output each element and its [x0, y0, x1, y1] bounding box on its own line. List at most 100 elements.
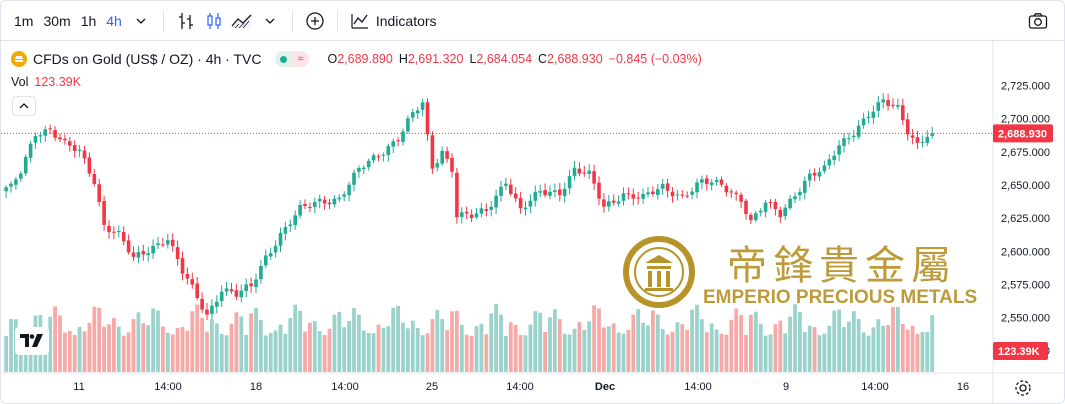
volume-bar [244, 334, 249, 372]
candle-body [342, 194, 346, 197]
volume-bar [660, 329, 665, 372]
market-status[interactable]: ≈ [275, 51, 310, 67]
volume-bar [9, 319, 13, 372]
volume-bar [131, 319, 136, 372]
candle-body [538, 191, 542, 193]
volume-bar [626, 329, 631, 372]
bar-chart-type-icon[interactable] [172, 7, 200, 35]
compare-add-icon[interactable] [301, 7, 329, 35]
candle-body [915, 137, 920, 143]
toolbar-divider [336, 9, 338, 32]
gold-symbol-icon [11, 51, 27, 67]
candle-body [391, 141, 395, 147]
volume-bar [401, 322, 405, 372]
volume-bar [224, 335, 229, 372]
candle-body [386, 146, 391, 156]
volume-bar [219, 333, 224, 372]
volume-bar [406, 328, 410, 372]
volume-bar [665, 334, 670, 372]
volume-bar [53, 306, 57, 372]
candle-body [749, 214, 753, 221]
volume-bar [342, 327, 347, 372]
low-key: L [469, 52, 477, 66]
high-key: H [398, 52, 408, 66]
volume-bar [48, 316, 53, 372]
timeframe-1m[interactable]: 1m [14, 12, 34, 29]
candle-body [474, 213, 479, 218]
candle-body [744, 200, 748, 215]
candle-body [430, 135, 435, 169]
timeframe-30m[interactable]: 30m [43, 12, 71, 29]
collapse-legend-button[interactable] [12, 96, 36, 116]
candle-body [362, 167, 366, 169]
candle-body [705, 178, 709, 184]
volume-bar [538, 312, 543, 372]
volume-bar [675, 322, 680, 372]
volume-bar [533, 311, 538, 372]
volume-bar [915, 334, 920, 372]
volume-bar [523, 335, 528, 372]
volume-bar [798, 312, 802, 372]
volume-bar [817, 335, 822, 372]
volume-bar [871, 327, 876, 372]
volume-bar [837, 309, 841, 372]
chevron-down-icon[interactable] [127, 7, 155, 35]
tradingview-logo[interactable] [15, 327, 49, 355]
candle-body [38, 135, 43, 137]
chevron-down-icon[interactable] [256, 7, 284, 35]
volume-bar [396, 305, 400, 372]
candle-body [773, 201, 778, 210]
volume-bar [293, 304, 298, 372]
volume-bar [891, 306, 895, 372]
indicators-button[interactable]: Indicators [346, 12, 441, 30]
gear-icon[interactable] [1014, 379, 1032, 397]
candles-chart-type-icon[interactable] [200, 7, 228, 35]
low-value: 2,684.054 [476, 52, 533, 66]
volume-bar [464, 334, 469, 372]
candle-body [513, 193, 518, 199]
area-chart-type-icon[interactable] [228, 7, 256, 35]
candle-body [562, 188, 567, 197]
volume-bar [597, 308, 601, 372]
candle-body [308, 206, 312, 208]
candle-body [837, 145, 841, 155]
volume-bar [308, 322, 312, 372]
candle-body [724, 185, 729, 193]
volume-bar [425, 333, 430, 372]
candle-body [264, 255, 268, 266]
volume-bar [102, 326, 106, 372]
candle-body [729, 191, 734, 193]
candle-body [219, 291, 224, 302]
candle-body [866, 116, 871, 119]
candle-body [14, 179, 18, 185]
volume-bar [768, 334, 773, 372]
candle-body [406, 118, 410, 132]
candle-body [518, 198, 523, 209]
candle-body [200, 298, 204, 310]
volume-bar [249, 313, 253, 372]
candle-body [597, 182, 601, 199]
volume-bar [793, 304, 797, 372]
symbol-title[interactable]: CFDs on Gold (US$ / OZ) · 4h · TVC [33, 51, 262, 67]
candle-body [842, 138, 846, 146]
volume-bar [651, 310, 655, 372]
camera-icon[interactable] [1024, 8, 1052, 34]
volume-bar [866, 335, 871, 372]
candle-body [371, 155, 376, 161]
volume-bar [180, 326, 185, 372]
volume-bar [278, 324, 283, 372]
volume-bar [621, 333, 626, 372]
candle-body [695, 182, 699, 193]
timeframe-1h[interactable]: 1h [80, 12, 97, 29]
volume-bar [557, 319, 562, 372]
volume-bar [420, 335, 425, 372]
y-tick-label: 2,675.000 [1001, 147, 1050, 159]
timeframe-4h[interactable]: 4h [106, 12, 122, 29]
candle-body [778, 209, 783, 218]
volume-bar [327, 328, 332, 372]
candle-body [259, 266, 263, 280]
volume-bar [376, 324, 381, 372]
volume-bar [719, 333, 724, 372]
